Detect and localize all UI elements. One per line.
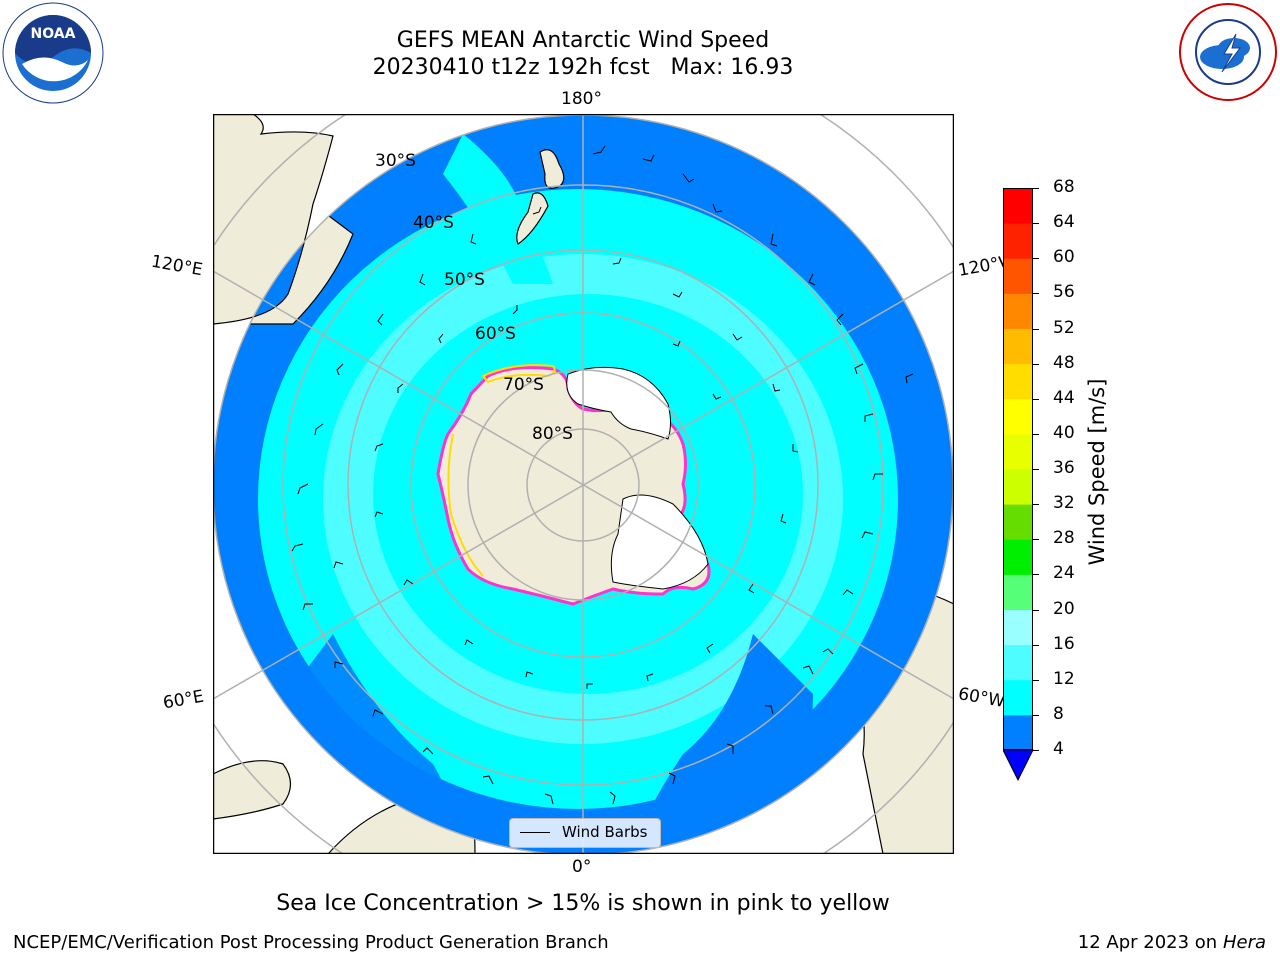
colorbar-tick-label: 32 (1053, 493, 1075, 514)
colorbar-svg (1002, 188, 1034, 782)
colorbar-band (1003, 574, 1033, 610)
lon-label-0: 0° (572, 857, 592, 877)
colorbar-tick-label: 44 (1053, 387, 1075, 408)
colorbar-band (1003, 293, 1033, 329)
lat-label-70s: 70°S (503, 375, 544, 395)
colorbar-tick (1033, 363, 1039, 365)
land-new-zealand-south (516, 192, 549, 245)
map-legend-label: Wind Barbs (562, 823, 648, 841)
colorbar-tick (1033, 433, 1039, 435)
nws-logo (1178, 2, 1278, 102)
footer-date: 12 Apr 2023 on Hera (1078, 932, 1266, 953)
colorbar-tick-label: 60 (1053, 247, 1075, 268)
land-new-zealand-north (539, 149, 565, 189)
colorbar-tick-label: 36 (1053, 458, 1075, 478)
colorbar-tick (1033, 609, 1039, 611)
chart-title-line2: 20230410 t12z 192h fcst Max: 16.93 (372, 55, 794, 80)
lat-label-50s: 50°S (444, 270, 485, 290)
lat-label-60s: 60°S (475, 324, 516, 344)
footer-machine: Hera (1222, 932, 1266, 953)
footer-date-text: 12 Apr 2023 on (1077, 932, 1223, 953)
colorbar-tick (1033, 679, 1039, 681)
colorbar-band (1003, 398, 1033, 435)
chart-title-line1: GEFS MEAN Antarctic Wind Speed (396, 28, 770, 53)
colorbar-tick-label: 20 (1053, 598, 1075, 619)
lat-label-30s: 30°S (375, 151, 416, 171)
colorbar-tick-label: 48 (1053, 352, 1075, 373)
colorbar-band (1003, 504, 1033, 540)
lat-label-40s: 40°S (413, 213, 454, 233)
colorbar-tick (1033, 328, 1039, 330)
lon-label-60w: 60°W (956, 684, 1007, 712)
colorbar-extend-triangle (1002, 749, 1034, 782)
colorbar-tick-label: 52 (1053, 317, 1075, 338)
polar-map: 30°S 40°S 50°S 60°S 70°S 80°S Wind Barbs (212, 113, 955, 855)
wind-barb-legend-line (520, 832, 550, 833)
colorbar-band (1003, 328, 1033, 365)
colorbar-tick-label: 8 (1053, 703, 1064, 724)
colorbar-tick-label: 4 (1053, 739, 1064, 759)
colorbar-tick (1033, 223, 1039, 225)
colorbar-tick (1033, 644, 1039, 646)
colorbar-frame (1003, 188, 1033, 750)
colorbar-band (1003, 539, 1033, 575)
colorbar-tick (1033, 258, 1039, 260)
colorbar-tick (1033, 714, 1039, 716)
colorbar-tick (1033, 293, 1039, 295)
colorbar-tick (1033, 750, 1039, 751)
colorbar-band (1003, 714, 1033, 751)
noaa-logo-text: NOAA (31, 26, 76, 42)
colorbar-tick-label: 16 (1053, 633, 1075, 654)
lat-label-80s: 80°S (532, 424, 573, 444)
sea-ice-caption: Sea Ice Concentration > 15% is shown in … (276, 891, 890, 916)
colorbar-band (1003, 258, 1033, 294)
colorbar-band (1003, 644, 1033, 681)
colorbar-tick-label: 64 (1053, 212, 1075, 233)
lon-label-180: 180° (561, 89, 602, 109)
colorbar-tick-label: 56 (1053, 282, 1075, 303)
noaa-logo: NOAA (2, 2, 104, 104)
colorbar-tick (1033, 188, 1039, 189)
land-madagascar (213, 760, 292, 820)
colorbar-tick (1033, 398, 1039, 400)
lon-label-120e: 120°E (149, 251, 205, 281)
colorbar-tick (1033, 469, 1039, 470)
colorbar-tick-label: 28 (1053, 528, 1075, 549)
colorbar-tick (1033, 574, 1039, 576)
colorbar-band (1003, 609, 1033, 646)
colorbar-tick (1033, 539, 1039, 541)
wind-barbs (291, 145, 914, 805)
map-legend: Wind Barbs (509, 818, 661, 848)
colorbar-band (1003, 469, 1033, 505)
colorbar-tick-label: 40 (1053, 422, 1075, 443)
colorbar-tick-label: 24 (1053, 563, 1075, 584)
colorbar-tick-label: 12 (1053, 668, 1075, 689)
lon-label-60e: 60°E (161, 686, 206, 714)
colorbar (1002, 188, 1035, 788)
colorbar-tick (1033, 504, 1039, 506)
polar-map-svg (212, 113, 955, 855)
colorbar-band (1003, 433, 1033, 470)
colorbar-tick-label: 68 (1053, 177, 1075, 197)
colorbar-band (1003, 679, 1033, 716)
colorbar-title: Wind Speed [m/s] (1085, 378, 1109, 566)
colorbar-band (1003, 188, 1033, 224)
footer-branch: NCEP/EMC/Verification Post Processing Pr… (13, 932, 609, 953)
colorbar-band (1003, 223, 1033, 259)
colorbar-band (1003, 363, 1033, 400)
